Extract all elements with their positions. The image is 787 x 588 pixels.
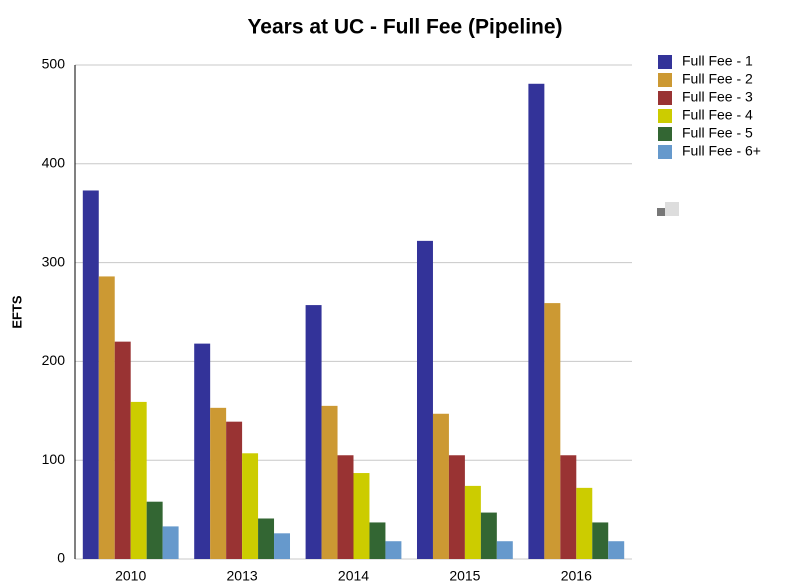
bar (337, 455, 354, 559)
bar (560, 455, 577, 559)
bar (448, 455, 465, 559)
y-tick-label: 0 (57, 550, 65, 566)
bar (385, 541, 402, 559)
bar (496, 541, 513, 559)
bar (432, 413, 449, 559)
bar (242, 453, 259, 559)
bar (416, 240, 433, 559)
legend-icon (657, 208, 665, 216)
y-tick-label: 200 (42, 352, 66, 368)
legend-swatch (658, 145, 672, 159)
bar (194, 343, 211, 559)
x-tick-label: 2010 (115, 568, 146, 584)
bar (130, 401, 147, 559)
bar (82, 190, 99, 559)
legend-swatch (658, 73, 672, 87)
y-tick-label: 300 (42, 253, 66, 269)
bar (258, 518, 275, 559)
legend-swatch (658, 55, 672, 69)
x-tick-label: 2016 (561, 568, 592, 584)
bar (528, 83, 545, 559)
bar (369, 522, 386, 559)
bar (210, 407, 227, 559)
y-tick-label: 400 (42, 155, 66, 171)
bar (608, 541, 625, 559)
bar (464, 485, 481, 559)
bar (274, 533, 291, 559)
legend-label: Full Fee - 6+ (682, 143, 761, 159)
legend-label: Full Fee - 1 (682, 53, 753, 69)
bar (544, 303, 561, 559)
legend-label: Full Fee - 5 (682, 125, 753, 141)
legend-label: Full Fee - 4 (682, 107, 753, 123)
bar (480, 512, 497, 559)
legend-swatch (658, 109, 672, 123)
y-tick-label: 100 (42, 451, 66, 467)
bar (592, 522, 609, 559)
bar (353, 473, 370, 559)
legend-swatch (658, 91, 672, 105)
legend-icon (665, 202, 679, 216)
y-axis-label: EFTS (9, 295, 24, 329)
bar (98, 276, 115, 559)
x-tick-label: 2015 (449, 568, 480, 584)
bar (114, 341, 131, 559)
x-tick-label: 2013 (227, 568, 258, 584)
bar (146, 501, 163, 559)
legend-swatch (658, 127, 672, 141)
chart-title: Years at UC - Full Fee (Pipeline) (247, 16, 562, 39)
legend-label: Full Fee - 3 (682, 89, 753, 105)
bar (305, 305, 322, 559)
bar (321, 405, 338, 559)
legend-label: Full Fee - 2 (682, 71, 753, 87)
bar (162, 526, 179, 559)
x-tick-label: 2014 (338, 568, 369, 584)
bar (226, 421, 243, 559)
y-tick-label: 500 (42, 56, 66, 72)
bar (576, 487, 593, 559)
